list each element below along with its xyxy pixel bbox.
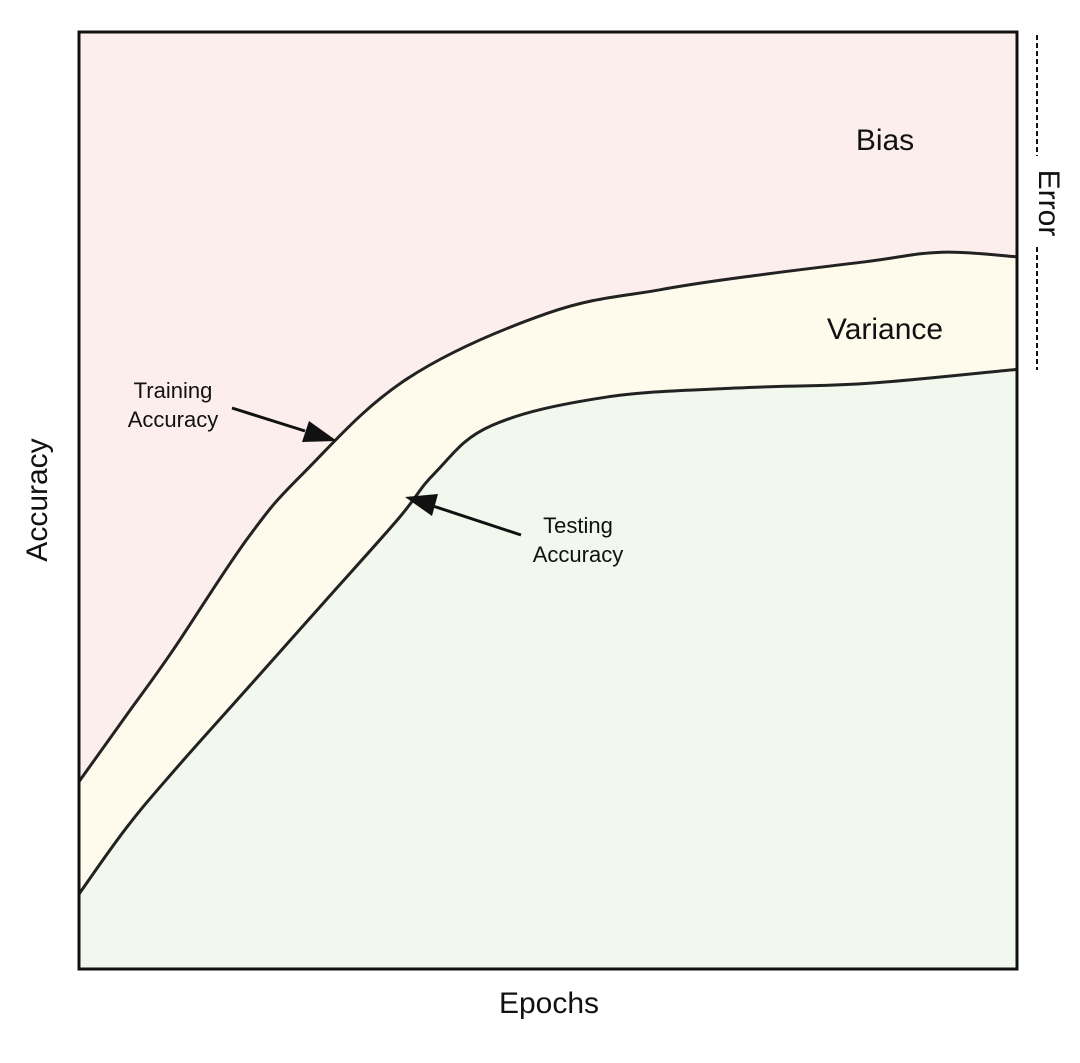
x-axis-label: Epochs	[499, 987, 599, 1020]
error-label: Error	[1032, 170, 1065, 237]
bias-region	[79, 32, 1017, 782]
testing-region	[79, 369, 1017, 969]
testing-arrow-line	[432, 504, 522, 537]
testing-accuracy-label-line2: Accuracy	[533, 542, 623, 567]
training-arrow-line	[231, 406, 306, 433]
plot-frame	[77, 30, 1019, 971]
training-accuracy-line	[77, 250, 1019, 784]
training-arrow-head	[302, 421, 337, 442]
testing-accuracy-label-line1: Testing	[543, 513, 613, 538]
y-axis-label: Accuracy	[21, 438, 54, 561]
testing-accuracy-line	[77, 367, 1019, 896]
training-accuracy-label-line1: Training	[134, 378, 213, 403]
variance-region	[79, 252, 1017, 895]
training-accuracy-label-line2: Accuracy	[128, 407, 218, 432]
testing-arrow-head	[405, 494, 438, 516]
bias-label: Bias	[856, 124, 914, 157]
variance-label: Variance	[827, 313, 943, 346]
